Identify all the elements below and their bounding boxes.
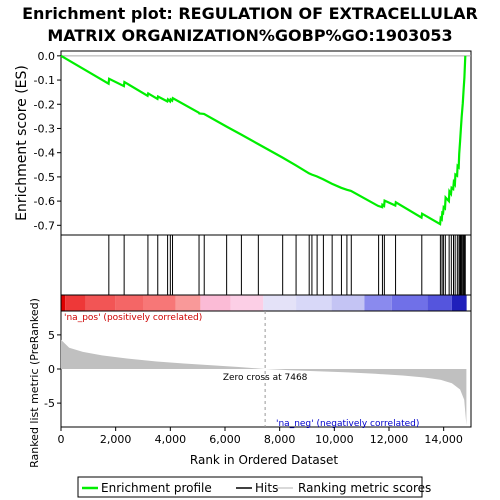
x-tick-label: 10,000: [315, 433, 354, 446]
x-tick-label: 0: [58, 433, 65, 446]
enrichment-profile-line: [61, 56, 465, 224]
metric-y-tick-label: 5: [48, 329, 55, 342]
hits-panel: [61, 235, 471, 295]
heat-bar-segment: [86, 295, 116, 311]
zero-cross-label: Zero cross at 7468: [223, 373, 308, 383]
heat-bar-segment: [116, 295, 143, 311]
es-y-axis-label: Enrichment score (ES): [14, 65, 30, 221]
x-tick-label: 2,000: [100, 433, 132, 446]
es-panel: 0.0 -0.1 -0.2 -0.3 -0.4 -0.5 -0.6 -0.7: [34, 50, 471, 235]
es-y-ticks: 0.0 -0.1 -0.2 -0.3 -0.4 -0.5 -0.6 -0.7: [34, 50, 61, 232]
rank-heat-bar: [61, 295, 467, 311]
x-axis-label: Rank in Ordered Dataset: [190, 453, 338, 467]
x-tick-label: 8,000: [264, 433, 296, 446]
heat-bar-segment: [200, 295, 230, 311]
heat-bar-segment: [263, 295, 296, 311]
heat-bar-segment: [143, 295, 176, 311]
chart-title-line1: Enrichment plot: REGULATION OF EXTRACELL…: [22, 4, 478, 23]
metric-y-ticks: 5 0 -5: [44, 329, 61, 410]
metric-y-tick-label: 0: [48, 363, 55, 376]
heat-bar-segment: [452, 295, 467, 311]
legend-label-hits: Hits: [255, 481, 278, 495]
heat-bar-segment: [65, 295, 86, 311]
es-y-tick-label: -0.4: [34, 147, 55, 160]
heat-bar-segment: [176, 295, 201, 311]
heat-bar-segment: [61, 295, 65, 311]
es-y-tick-label: -0.2: [34, 98, 55, 111]
x-axis-ticks: 0 2,000 4,000 6,000 8,000 10,000 12,000 14,000: [58, 427, 463, 446]
hits-panel-frame: [61, 235, 471, 295]
na-pos-label: 'na_pos' (positively correlated): [64, 313, 202, 323]
legend-label-ranking-metric: Ranking metric scores: [298, 481, 431, 495]
es-panel-frame: [61, 51, 471, 235]
heat-bar-segment: [427, 295, 452, 311]
heat-bar-segment: [296, 295, 332, 311]
es-y-tick-label: 0.0: [38, 50, 56, 63]
x-tick-label: 12,000: [370, 433, 409, 446]
metric-y-tick-label: -5: [44, 397, 55, 410]
heat-bar-segment: [364, 295, 391, 311]
heat-bar-segment: [332, 295, 365, 311]
heat-bar-segment: [230, 295, 263, 311]
es-y-tick-label: -0.3: [34, 122, 55, 135]
es-y-tick-label: -0.1: [34, 74, 55, 87]
heat-bar-segment: [392, 295, 428, 311]
legend: Enrichment profile Hits Ranking metric s…: [78, 477, 431, 497]
chart-title-line2: MATRIX ORGANIZATION%GOBP%GO:1903053: [47, 26, 452, 45]
x-tick-label: 6,000: [209, 433, 241, 446]
metric-y-axis-label: Ranked list metric (PreRanked): [28, 298, 41, 468]
na-neg-label: 'na_neg' (negatively correlated): [276, 419, 419, 429]
hit-lines: [109, 235, 465, 295]
es-y-tick-label: -0.7: [34, 219, 55, 232]
legend-label-enrichment-profile: Enrichment profile: [101, 481, 212, 495]
es-y-tick-label: -0.5: [34, 171, 55, 184]
metric-panel: 5 0 -5 Zero cross at 7468 'na_pos' (positi…: [44, 311, 471, 429]
x-tick-label: 4,000: [155, 433, 187, 446]
x-tick-label: 14,000: [424, 433, 463, 446]
es-y-tick-label: -0.6: [34, 195, 55, 208]
